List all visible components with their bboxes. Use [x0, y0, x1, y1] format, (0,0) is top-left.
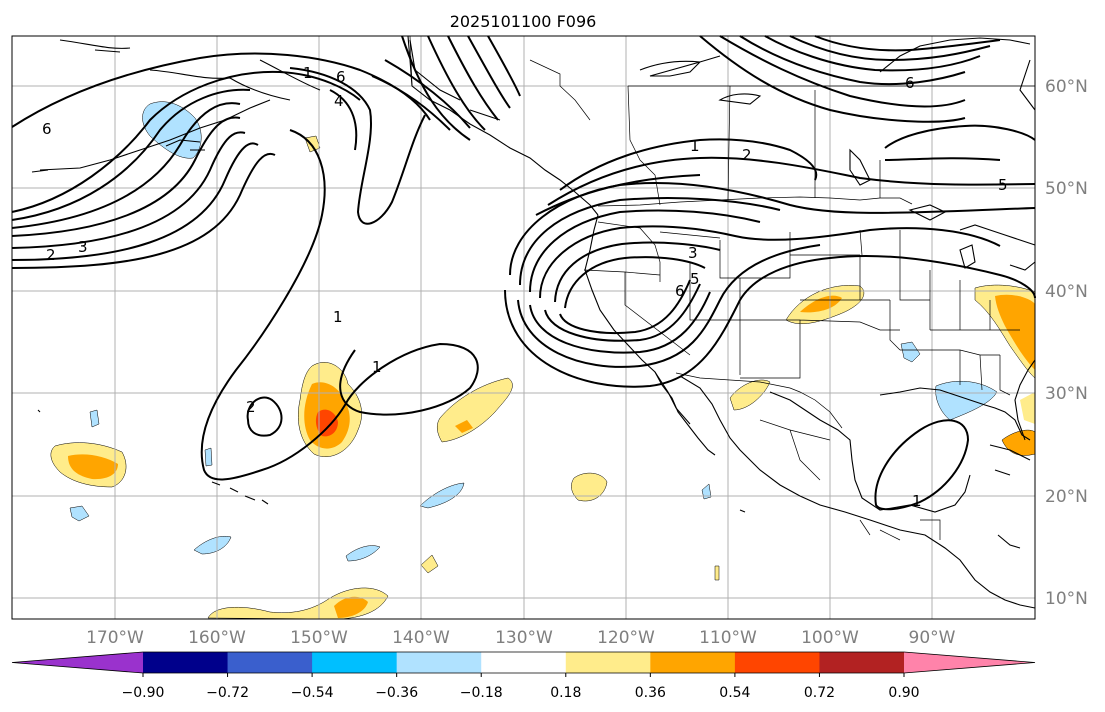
negative-anomaly-hawaii-south [69, 505, 90, 522]
contour-label: 5 [690, 270, 700, 288]
contour-label: 6 [905, 74, 915, 92]
contour-label: 2 [46, 246, 56, 264]
map-title: 2025101100 F096 [450, 12, 597, 31]
positive-anomaly-small-b [420, 554, 439, 574]
colorbar-segment [143, 652, 229, 673]
lat-label: 50°N [1045, 179, 1088, 199]
lon-label: 110°W [699, 628, 757, 648]
contour-label: 2 [742, 146, 752, 164]
contour-label: 5 [998, 176, 1008, 194]
lon-label: 100°W [801, 628, 859, 648]
lon-label: 150°W [290, 628, 348, 648]
lon-label: 120°W [597, 628, 655, 648]
colorbar-tick-label: −0.36 [375, 685, 418, 701]
contour-label: 1 [372, 358, 382, 376]
lat-label: 40°N [1045, 282, 1088, 302]
contour-label: 2 [246, 398, 256, 416]
political-borders [409, 35, 1035, 541]
colorbar-tick-label: 0.18 [550, 685, 581, 701]
height-contours [11, 35, 1036, 511]
negative-anomaly-central-pacific-b [345, 545, 381, 562]
contour-label: 3 [688, 244, 698, 262]
colorbar-tick-label: −0.18 [460, 685, 503, 701]
positive-anomaly-small-a [571, 472, 608, 502]
contour-label: 1 [690, 137, 700, 155]
colorbar: −0.90 −0.72 −0.54 −0.36 −0.18 0.18 0.36 0.54 0.7… [11, 651, 1036, 701]
colorbar-tick-label: 0.90 [888, 685, 919, 701]
negative-anomaly-small [204, 447, 213, 467]
colorbar-tick-label: −0.54 [291, 685, 334, 701]
positive-anomaly-mexico [729, 379, 771, 411]
negative-anomaly-gulf-coast [935, 381, 998, 421]
positive-anomaly-pacific-central [298, 362, 362, 457]
longitude-labels: 170°W 160°W 150°W 140°W 130°W 120°W 110°… [86, 628, 956, 648]
lon-label: 140°W [392, 628, 450, 648]
colorbar-segment [734, 652, 820, 673]
colorbar-tick-label: −0.72 [206, 685, 249, 701]
negative-anomaly-hawaii-west [89, 409, 100, 428]
map-panel: 6 3 2 6 4 1 1 2 1 2 6 5 3 6 5 1 1 [11, 35, 1036, 620]
lat-label: 20°N [1045, 487, 1088, 507]
lat-label: 60°N [1045, 77, 1088, 97]
colorbar-segment [227, 652, 313, 673]
contour-label: 6 [336, 68, 346, 86]
positive-anomaly-subtropics [437, 377, 513, 443]
colorbar-extend-min [12, 652, 143, 673]
negative-anomaly-arkansas [900, 341, 921, 363]
colorbar-ticks: −0.90 −0.72 −0.54 −0.36 −0.18 0.18 0.36 0.54 0.7… [122, 673, 920, 701]
colorbar-segment [312, 652, 398, 673]
lat-label: 30°N [1045, 384, 1088, 404]
colorbar-segment [396, 652, 482, 673]
contour-label: 3 [78, 238, 88, 256]
lon-label: 170°W [86, 628, 144, 648]
positive-anomaly-small-c [714, 565, 720, 581]
colorbar-tick-label: 0.72 [804, 685, 835, 701]
latitude-labels: 60°N 50°N 40°N 30°N 20°N 10°N [1045, 77, 1088, 609]
colorbar-segment [819, 652, 905, 673]
colorbar-extend-max [904, 652, 1035, 673]
colorbar-segment [650, 652, 736, 673]
contour-label: 6 [42, 120, 52, 138]
contour-label: 1 [333, 308, 343, 326]
positive-anomaly-west-pacific [50, 442, 127, 488]
contour-labels: 6 3 2 6 4 1 1 2 1 2 6 5 3 6 5 1 1 [42, 64, 1008, 510]
contour-label: 4 [334, 92, 344, 110]
colorbar-segments [11, 651, 1036, 674]
colorbar-segment [565, 652, 651, 673]
colorbar-tick-label: 0.36 [635, 685, 666, 701]
colorbar-tick-label: −0.90 [122, 685, 165, 701]
negative-anomaly-central-pacific-a [193, 536, 232, 555]
colorbar-tick-label: 0.54 [719, 685, 750, 701]
contour-label: 6 [675, 282, 685, 300]
lat-label: 10°N [1045, 589, 1088, 609]
colorbar-segment [481, 652, 567, 673]
lon-label: 90°W [909, 628, 956, 648]
lon-label: 130°W [495, 628, 553, 648]
contour-label: 1 [303, 64, 313, 82]
lon-label: 160°W [188, 628, 246, 648]
positive-anomaly-alaska [304, 135, 321, 153]
contour-label: 1 [912, 492, 922, 510]
